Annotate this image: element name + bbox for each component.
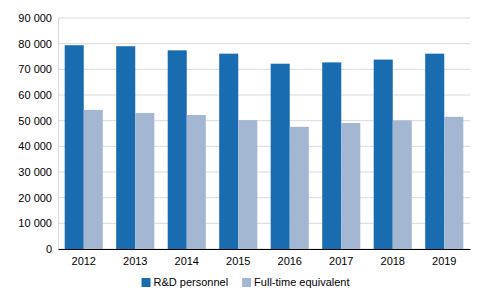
- y-tick-label: 70 000: [18, 63, 52, 75]
- x-tick-label: 2018: [381, 255, 405, 267]
- x-axis: 2012 2013 2014 2015 2016 2017 2018 2019: [59, 249, 471, 267]
- y-tick-label: 40 000: [18, 140, 52, 152]
- x-axis-line: [59, 249, 471, 250]
- y-tick: 40 000: [18, 140, 58, 152]
- bar: [135, 113, 154, 249]
- y-tick-label: 50 000: [18, 115, 52, 127]
- chart: 0 10 000 20 000 30 000 40 000 50 000 60 000 70 …: [0, 0, 491, 302]
- y-tick: 20 000: [18, 192, 58, 204]
- legend-label: R&D personnel: [154, 276, 229, 288]
- grid-line: [58, 43, 470, 44]
- bar: [374, 60, 393, 249]
- legend: R&D personnel Full-time equivalent: [142, 276, 350, 288]
- y-tick-label: 0: [46, 243, 52, 255]
- y-tick-label: 90 000: [18, 12, 52, 24]
- x-tick-label: 2019: [432, 255, 456, 267]
- y-tick-label: 10 000: [18, 217, 52, 229]
- bar: [238, 120, 257, 249]
- legend-swatch: [242, 278, 251, 287]
- y-tick: 0: [46, 243, 58, 255]
- y-axis-line: [58, 19, 59, 250]
- bar: [271, 64, 290, 249]
- bar: [187, 115, 206, 249]
- x-tick-label: 2015: [226, 255, 250, 267]
- y-tick: 50 000: [18, 115, 58, 127]
- bar: [65, 45, 84, 249]
- x-tick: 2015: [226, 249, 250, 267]
- x-tick: 2017: [329, 249, 353, 267]
- legend-label: Full-time equivalent: [254, 276, 349, 288]
- x-tick: 2019: [432, 249, 456, 267]
- x-tick: 2016: [278, 249, 302, 267]
- x-tick-label: 2013: [123, 255, 147, 267]
- x-tick: 2013: [123, 249, 147, 267]
- y-tick-label: 30 000: [18, 166, 52, 178]
- legend-item: R&D personnel: [142, 276, 229, 288]
- y-tick-label: 20 000: [18, 192, 52, 204]
- grid: [58, 18, 470, 249]
- x-tick-label: 2014: [175, 255, 199, 267]
- bar: [219, 54, 238, 249]
- bar: [84, 110, 103, 249]
- grid-line: [58, 18, 470, 19]
- y-tick: 30 000: [18, 166, 58, 178]
- y-tick: 90 000: [18, 12, 58, 24]
- x-tick-label: 2017: [329, 255, 353, 267]
- bar: [290, 127, 309, 249]
- bar-series: [65, 45, 445, 249]
- legend-swatch: [142, 278, 151, 287]
- bar: [168, 50, 187, 249]
- x-tick: 2012: [72, 249, 96, 267]
- y-tick: 70 000: [18, 63, 58, 75]
- x-tick: 2018: [381, 249, 405, 267]
- x-tick: 2014: [175, 249, 199, 267]
- legend-item: Full-time equivalent: [242, 276, 349, 288]
- bar: [444, 117, 463, 249]
- y-axis: 0 10 000 20 000 30 000 40 000 50 000 60 000 70 …: [18, 12, 58, 255]
- y-tick: 60 000: [18, 89, 58, 101]
- y-tick-label: 80 000: [18, 38, 52, 50]
- bar: [322, 62, 341, 249]
- x-tick-label: 2012: [72, 255, 96, 267]
- bar: [341, 123, 360, 249]
- bar: [393, 120, 412, 249]
- bar-series: [84, 110, 464, 249]
- bar: [116, 46, 135, 249]
- bar: [425, 54, 444, 249]
- y-tick: 80 000: [18, 38, 58, 50]
- x-tick-label: 2016: [278, 255, 302, 267]
- y-tick: 10 000: [18, 217, 58, 229]
- bars: [65, 45, 464, 249]
- y-tick-label: 60 000: [18, 89, 52, 101]
